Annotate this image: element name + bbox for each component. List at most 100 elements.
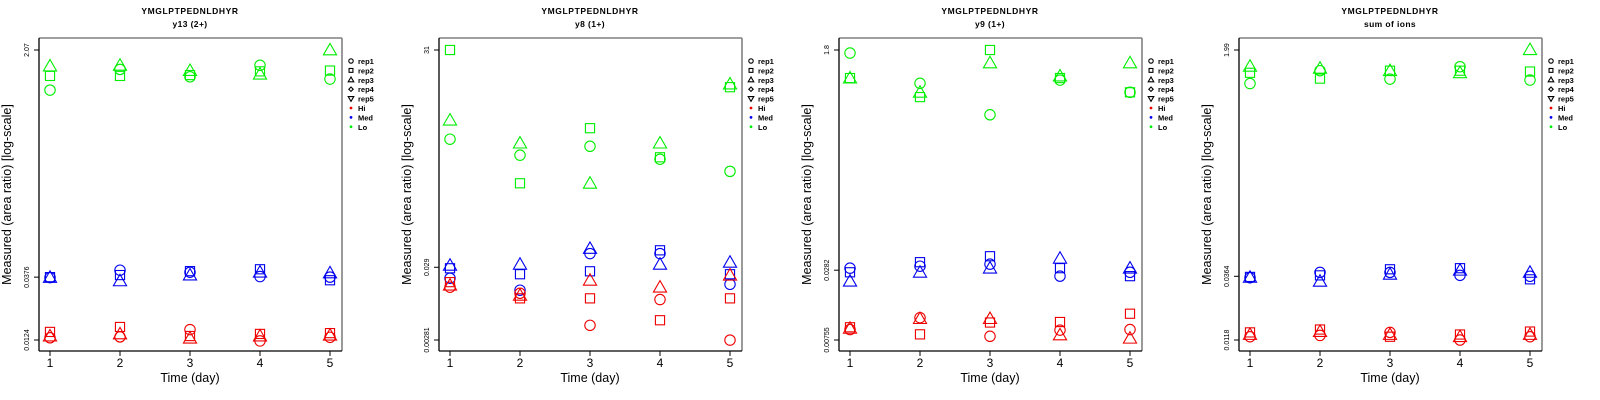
- legend-triangle-down-icon: [1547, 95, 1555, 103]
- point-med-rep2: [514, 269, 526, 280]
- point-lo-rep3: [512, 135, 528, 149]
- chart-subtitle: y9 (1+): [975, 19, 1005, 29]
- y-axis-label: Measured (area ratio) [log-scale]: [0, 104, 14, 285]
- point-hi-rep1: [844, 323, 856, 336]
- x-tick-label: 4: [657, 356, 664, 370]
- point-lo-rep3: [42, 58, 58, 72]
- point-lo-rep1: [444, 133, 456, 145]
- point-lo-rep2: [654, 152, 666, 163]
- point-hi-rep3: [322, 327, 338, 341]
- point-hi-rep1: [1054, 324, 1066, 336]
- point-med-rep1: [514, 284, 526, 296]
- point-hi-rep3: [1052, 327, 1068, 341]
- point-lo-rep1: [724, 165, 736, 178]
- chart-title: YMGLPTPEDNLDHYR: [1341, 6, 1438, 16]
- chart-subtitle: y13 (2+): [172, 19, 207, 29]
- point-lo-rep2: [584, 123, 596, 134]
- point-hi-rep2: [654, 315, 666, 326]
- point-med-rep1: [324, 271, 336, 283]
- point-med-rep2: [184, 266, 196, 277]
- legend-circle-icon: [748, 58, 754, 64]
- x-tick-label: 2: [517, 356, 524, 370]
- x-tick-label: 3: [1387, 356, 1394, 370]
- legend-dot-icon: [1149, 106, 1153, 110]
- point-med-rep2: [114, 269, 126, 281]
- point-med-rep1: [844, 262, 856, 274]
- legend-label: rep1: [358, 57, 374, 66]
- point-med-rep3: [112, 273, 128, 287]
- point-med-rep3: [182, 267, 198, 281]
- y-tick-label: 0.00755: [824, 327, 831, 352]
- chart-panel-2: YMGLPTPEDNLDHYR y8 (1+) 0.00281 0.029 31 1 2 3 4…: [400, 6, 775, 385]
- legend-dot-icon: [749, 125, 753, 129]
- legend-square-icon: [348, 67, 354, 73]
- point-med-rep3: [42, 269, 58, 283]
- point-med-rep2: [444, 263, 456, 274]
- legend-label: rep4: [358, 85, 375, 94]
- point-hi-rep1: [1124, 323, 1136, 336]
- point-med-rep2: [1524, 274, 1536, 285]
- point-hi-rep1: [984, 330, 996, 343]
- point-lo-rep1: [514, 149, 526, 161]
- point-lo-rep2: [444, 44, 456, 56]
- legend-label: rep1: [758, 57, 774, 66]
- point-hi-rep1: [184, 323, 196, 336]
- point-lo-rep3: [1522, 42, 1538, 56]
- point-lo-rep1: [584, 140, 596, 153]
- legend-label: Med: [358, 113, 373, 122]
- data-points: [842, 44, 1138, 344]
- x-tick-label: 2: [917, 356, 924, 370]
- legend-label: Hi: [1558, 104, 1566, 113]
- point-med-rep2: [1314, 270, 1326, 281]
- point-med-rep1: [1054, 270, 1066, 282]
- point-hi-rep3: [1522, 326, 1538, 340]
- point-hi-rep3: [842, 320, 858, 334]
- point-lo-rep1: [844, 47, 856, 59]
- point-hi-rep3: [582, 272, 598, 286]
- point-med-rep3: [1522, 264, 1538, 278]
- point-lo-rep3: [1242, 58, 1258, 72]
- point-med-rep3: [252, 264, 268, 278]
- data-points: [442, 44, 738, 346]
- x-tick-label: 5: [1527, 356, 1534, 370]
- point-lo-rep3: [842, 70, 858, 84]
- point-hi-rep1: [724, 334, 736, 346]
- point-lo-rep1: [1054, 74, 1066, 86]
- point-med-rep3: [442, 257, 458, 271]
- y-tick-label: 31: [424, 46, 431, 54]
- legend-label: Lo: [758, 123, 768, 132]
- legend-triangle-up-icon: [1547, 75, 1555, 83]
- legend-label: rep2: [358, 66, 374, 75]
- legend-triangle-down-icon: [1147, 95, 1155, 103]
- legend-diamond-icon: [1148, 86, 1154, 93]
- point-hi-rep3: [442, 277, 458, 291]
- point-hi-rep3: [912, 310, 928, 325]
- point-med-rep1: [984, 258, 996, 270]
- point-lo-rep1: [254, 59, 266, 72]
- point-med-rep3: [322, 265, 338, 279]
- legend-square-icon: [1148, 67, 1154, 73]
- point-hi-rep2: [724, 293, 736, 304]
- point-hi-rep1: [584, 319, 596, 332]
- legend-dot-icon: [349, 116, 353, 119]
- point-hi-rep2: [584, 293, 596, 304]
- point-lo-rep3: [1122, 55, 1138, 69]
- chart-subtitle: y8 (1+): [575, 19, 605, 29]
- y-axis-label: Measured (area ratio) [log-scale]: [800, 104, 814, 285]
- point-hi-rep3: [1382, 326, 1398, 340]
- point-hi-rep3: [252, 328, 268, 342]
- point-lo-rep3: [582, 175, 598, 189]
- x-tick-label: 1: [847, 356, 854, 370]
- point-lo-rep3: [1452, 65, 1468, 79]
- y-tick-label: 0.0124: [24, 329, 31, 351]
- point-med-rep3: [1052, 250, 1068, 264]
- x-tick-label: 4: [1057, 356, 1064, 370]
- data-points: [1242, 42, 1538, 346]
- point-med-rep2: [44, 272, 56, 283]
- legend-label: Med: [1558, 113, 1573, 122]
- legend-label: rep5: [1158, 95, 1174, 104]
- point-hi-rep2: [44, 326, 56, 338]
- point-hi-rep3: [182, 330, 198, 344]
